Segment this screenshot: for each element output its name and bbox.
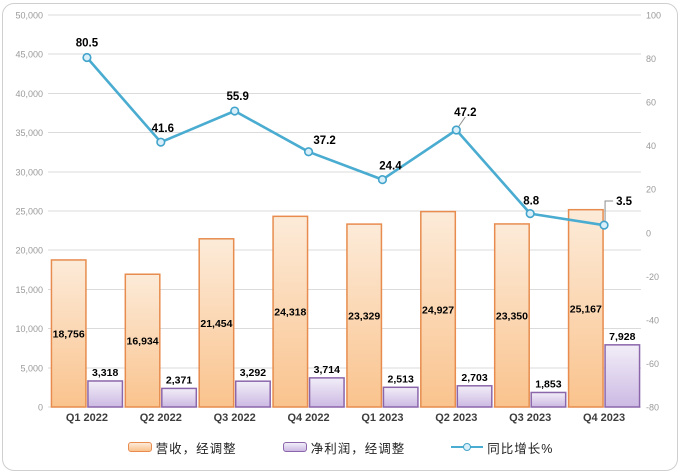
y-axis-left-tick-label: 50,000: [15, 11, 43, 21]
growth-marker: [303, 147, 314, 157]
profit-data-label: 3,292: [240, 367, 266, 379]
growth-marker: [451, 125, 461, 135]
x-axis-category-label: Q4 2023: [583, 412, 625, 424]
growth-data-label: 3.5: [616, 196, 633, 208]
growth-marker: [156, 137, 166, 147]
profit-bar: [161, 387, 198, 408]
growth-data-label: 41.6: [152, 123, 174, 135]
y-axis-right-tick-label: 60: [646, 98, 656, 108]
y-axis-right-tick-label: -40: [646, 315, 659, 325]
revenue-data-label: 23,350: [496, 310, 528, 322]
profit-bar: [87, 380, 124, 408]
profit-bar: [530, 391, 567, 408]
label-leader-line: [604, 200, 614, 222]
legend-item-revenue: 营收，经调整: [127, 438, 237, 457]
x-axis-category-label: Q1 2023: [361, 412, 403, 424]
profit-data-label: 2,513: [388, 373, 414, 385]
profit-swatch-icon: [282, 442, 307, 452]
revenue-bar: [346, 223, 383, 408]
y-axis-left-tick-label: 10,000: [15, 324, 43, 334]
growth-marker: [230, 106, 240, 116]
growth-data-label: 55.9: [226, 91, 248, 103]
legend: 营收，经调整 净利润，经调整 同比增长%: [0, 433, 681, 461]
y-axis-right-tick-label: 20: [646, 185, 656, 195]
y-axis-right-tick-label: 100: [646, 11, 661, 21]
growth-line: [85, 56, 606, 227]
growth-marker: [377, 175, 388, 185]
revenue-bar: [272, 215, 309, 408]
growth-marker: [525, 209, 535, 219]
x-axis-category-label: Q1 2022: [66, 412, 108, 424]
y-axis-left-tick-label: 35,000: [15, 128, 43, 138]
profit-data-label: 3,318: [92, 367, 118, 379]
growth-data-label: 37.2: [313, 135, 335, 147]
y-axis-left-tick-label: 5,000: [20, 363, 43, 373]
y-axis-right-tick-label: -20: [646, 272, 659, 282]
y-axis-left-tick-label: 0: [38, 403, 43, 413]
legend-item-profit: 净利润，经调整: [282, 438, 406, 457]
y-axis-left-tick-label: 30,000: [15, 167, 43, 177]
revenue-data-label: 21,454: [200, 318, 232, 330]
profit-data-label: 2,371: [166, 374, 192, 386]
revenue-bar: [50, 259, 87, 408]
revenue-data-label: 24,927: [422, 304, 454, 316]
revenue-data-label: 18,756: [53, 328, 85, 340]
revenue-data-label: 25,167: [570, 303, 602, 315]
y-axis-right-tick-label: 0: [646, 228, 651, 238]
growth-data-label: 8.8: [523, 196, 540, 208]
y-axis-right-tick-label: -60: [646, 359, 659, 369]
legend-label-profit: 净利润，经调整: [310, 441, 406, 456]
revenue-bar: [420, 210, 457, 408]
revenue-data-label: 16,934: [127, 336, 159, 348]
revenue-bar: [567, 208, 604, 408]
profit-data-label: 2,703: [461, 372, 487, 384]
profit-bar: [604, 344, 641, 408]
x-axis-category-label: Q4 2022: [287, 412, 329, 424]
y-axis-right-tick-label: 80: [646, 54, 656, 64]
x-axis-category-label: Q3 2023: [509, 412, 551, 424]
profit-data-label: 3,714: [314, 364, 340, 376]
growth-data-label: 47.2: [454, 107, 476, 119]
revenue-bar: [124, 273, 161, 408]
revenue-swatch-icon: [127, 442, 152, 452]
growth-data-label: 24.4: [379, 161, 402, 173]
revenue-bar: [493, 223, 530, 408]
y-axis-left-tick-label: 20,000: [15, 246, 43, 256]
profit-bar: [456, 385, 493, 408]
growth-data-label: 80.5: [76, 37, 99, 49]
legend-item-growth: 同比增长%: [451, 438, 553, 457]
revenue-bar: [198, 238, 235, 408]
label-leader-line: [457, 116, 466, 128]
y-axis-left-tick-label: 25,000: [15, 207, 43, 217]
y-axis-left-tick-label: 15,000: [15, 285, 43, 295]
y-axis-right-tick-label: 40: [646, 141, 656, 151]
x-axis-category-label: Q2 2022: [140, 412, 182, 424]
legend-label-growth: 同比增长%: [487, 441, 554, 456]
legend-label-revenue: 营收，经调整: [155, 441, 237, 456]
y-axis-left-tick-label: 40,000: [15, 89, 43, 99]
revenue-data-label: 24,318: [274, 307, 306, 319]
y-axis-right-tick-label: -80: [646, 403, 659, 413]
profit-bar: [234, 380, 271, 408]
x-axis-category-label: Q3 2022: [214, 412, 256, 424]
profit-bar: [308, 377, 345, 408]
profit-data-label: 7,928: [609, 331, 635, 343]
y-axis-left-tick-label: 45,000: [15, 50, 43, 60]
revenue-data-label: 23,329: [348, 311, 380, 323]
x-axis-category-label: Q2 2023: [435, 412, 477, 424]
profit-data-label: 1,853: [535, 378, 561, 390]
profit-bar: [382, 386, 419, 408]
growth-line-icon: [451, 442, 484, 452]
growth-marker: [599, 220, 609, 230]
growth-marker: [82, 52, 92, 63]
